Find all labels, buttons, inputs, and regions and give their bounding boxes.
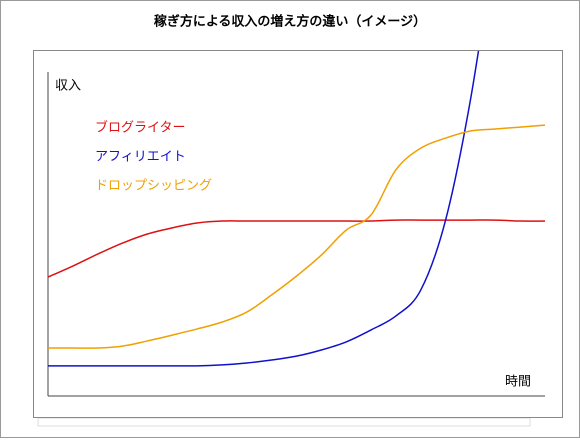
legend-label: アフィリエイト <box>95 150 186 165</box>
strip <box>37 417 531 427</box>
chart-title: 稼ぎ方による収入の増え方の違い（イメージ） <box>154 14 426 30</box>
series-line <box>48 51 480 367</box>
legend-label: ドロップシッピング <box>95 179 212 194</box>
series-line <box>47 219 546 278</box>
x-axis-label: 時間 <box>505 375 531 390</box>
plot-box <box>33 50 563 418</box>
y-axis-label: 収入 <box>55 79 81 94</box>
series-line <box>48 124 546 349</box>
lines <box>47 51 546 367</box>
legend-label: ブログライター <box>95 120 185 136</box>
